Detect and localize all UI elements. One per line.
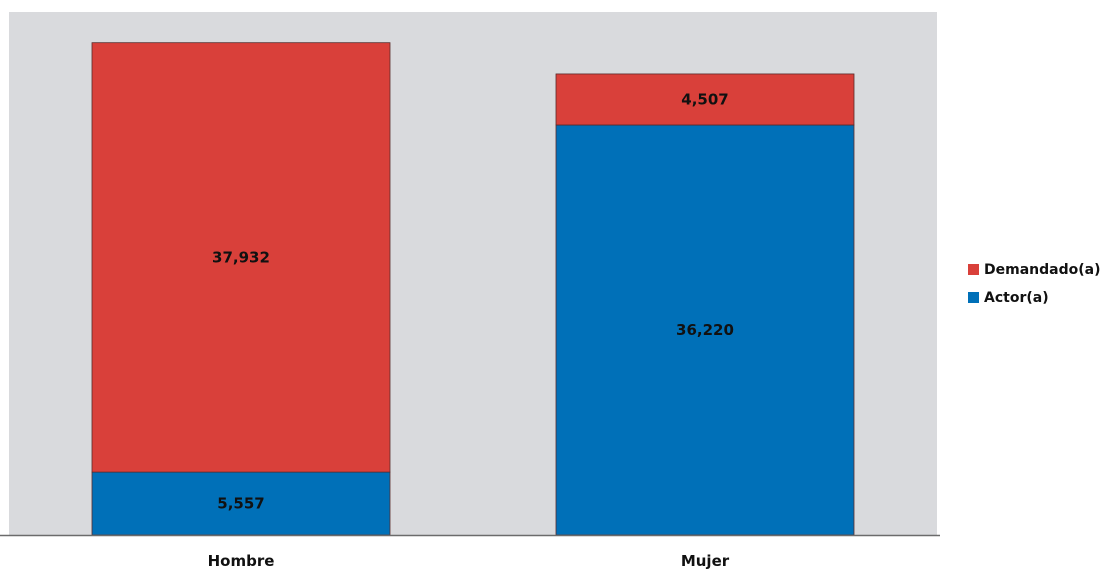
legend-label-actor-a: Actor(a) — [984, 290, 1049, 306]
legend-swatch-demandado-a — [968, 264, 979, 275]
x-axis-labels: Hombre Mujer — [208, 552, 730, 570]
x-tick-label-hombre: Hombre — [208, 552, 275, 570]
bar-mujer-actor-a — [555, 124, 855, 536]
bar-mujer-demandado-a — [555, 73, 855, 126]
legend: Demandado(a) Actor(a) — [968, 262, 1100, 306]
data-label-hombre-demandado-a: 37,932 — [212, 248, 270, 266]
legend-swatch-actor-a — [968, 292, 979, 303]
data-label-hombre-actor-a: 5,557 — [217, 495, 264, 513]
x-tick-label-mujer: Mujer — [681, 552, 730, 570]
legend-label-demandado-a: Demandado(a) — [984, 262, 1100, 278]
data-label-mujer-actor-a: 36,220 — [676, 321, 734, 339]
bar-hombre-actor-a — [91, 471, 391, 536]
bar-hombre-demandado-a — [91, 42, 391, 473]
bars-group: 5,557 37,932 36,220 4,507 — [91, 42, 855, 536]
data-label-mujer-demandado-a: 4,507 — [681, 90, 728, 108]
